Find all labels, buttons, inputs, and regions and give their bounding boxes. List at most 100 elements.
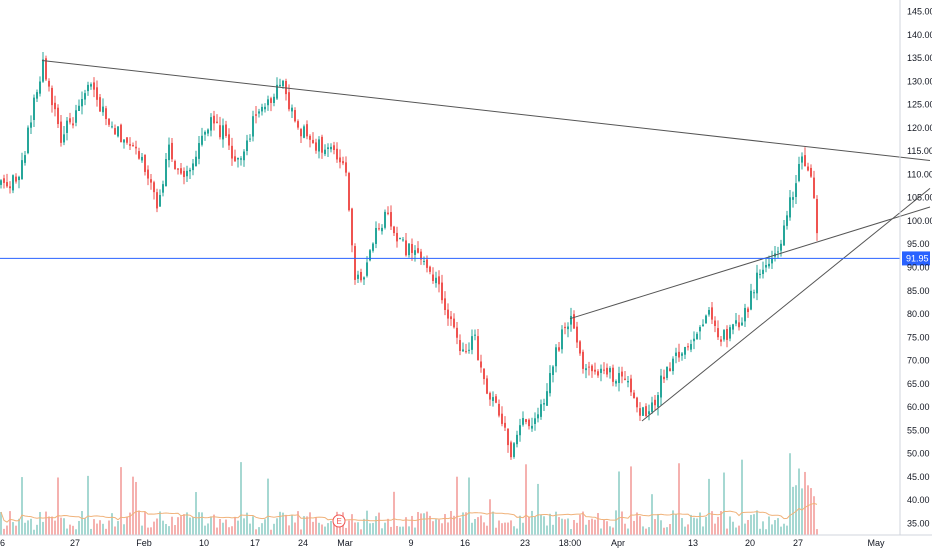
- volume-bar: [657, 513, 659, 535]
- candle-body: [210, 117, 212, 131]
- volume-bar: [666, 527, 668, 535]
- volume-bar: [405, 517, 407, 535]
- candle-body: [507, 428, 509, 446]
- candle-body: [156, 192, 158, 209]
- candle-body: [438, 276, 440, 285]
- candle-body: [252, 116, 254, 137]
- candle-body: [804, 155, 806, 167]
- volume-bar: [120, 467, 122, 535]
- volume-bar: [270, 529, 272, 535]
- candle-body: [750, 290, 752, 310]
- earnings-marker[interactable]: [332, 514, 346, 528]
- volume-bar: [546, 525, 548, 535]
- volume-bar: [675, 513, 677, 535]
- time-tick-label: 27: [793, 538, 803, 548]
- price-tag-label: 91.95: [906, 253, 929, 263]
- candle-body: [435, 277, 437, 284]
- candle-body: [711, 307, 713, 320]
- candle-body: [294, 110, 296, 122]
- candle-body: [246, 140, 248, 152]
- price-axis[interactable]: 35.00 40.00 45.00 50.00 55.00 60.00 65.00 70.00…: [899, 0, 932, 535]
- volume-bar: [558, 517, 560, 535]
- candle-body: [786, 215, 788, 226]
- volume-bar: [477, 517, 479, 535]
- candle-body: [63, 134, 65, 143]
- candle-body: [162, 184, 164, 193]
- candle-body: [276, 84, 278, 99]
- horizontal-line[interactable]: 91.95: [0, 251, 930, 266]
- candle-body: [624, 378, 626, 380]
- candle-body: [708, 310, 710, 315]
- volume-bar: [255, 529, 257, 535]
- candle-body: [672, 358, 674, 372]
- candle-body: [705, 315, 707, 324]
- time-axis[interactable]: 6 27 Feb 10 17 24 Mar 9 16 23 18:00 Apr 13 20 27 May: [0, 534, 932, 548]
- candle-body: [255, 114, 257, 116]
- trend-line[interactable]: [569, 206, 931, 320]
- candle-body: [387, 212, 389, 214]
- candle-body: [420, 251, 422, 260]
- candle-body: [765, 265, 767, 268]
- volume-bar: [711, 511, 713, 535]
- candle-body: [444, 298, 446, 310]
- volume-bar: [66, 528, 68, 535]
- volume-bar: [762, 521, 764, 535]
- volume-bar: [513, 526, 515, 535]
- volume-bar: [375, 516, 377, 535]
- volume-bar: [147, 527, 149, 535]
- volume-bar: [411, 515, 413, 535]
- trend-lines[interactable]: [41, 59, 931, 422]
- event-markers[interactable]: E: [332, 514, 346, 528]
- candle-body: [609, 368, 611, 373]
- volume-bar: [486, 525, 488, 535]
- volume-bar: [390, 526, 392, 535]
- volume-bar: [540, 514, 542, 535]
- volume-bar: [144, 512, 146, 535]
- candle-body: [474, 334, 476, 336]
- volume-bar: [537, 483, 539, 535]
- candle-body: [138, 151, 140, 159]
- candle-body: [657, 395, 659, 408]
- candle-body: [426, 259, 428, 268]
- time-tick-label: 13: [688, 538, 698, 548]
- volume-bar: [618, 471, 620, 535]
- volume-bar: [21, 477, 23, 535]
- volume-bar: [363, 518, 365, 535]
- volume-bar: [330, 520, 332, 535]
- volume-bar: [348, 520, 350, 535]
- candle-body: [66, 120, 68, 133]
- volume-bar: [438, 519, 440, 535]
- candle-body: [315, 142, 317, 151]
- trend-line[interactable]: [41, 59, 931, 161]
- volume-bar: [696, 518, 698, 535]
- volume-bar: [474, 519, 476, 535]
- candle-body: [45, 58, 47, 80]
- volume-bar: [669, 524, 671, 535]
- volume-bar: [531, 510, 533, 535]
- volume-bar: [87, 475, 89, 535]
- volume-bar: [213, 514, 215, 535]
- volume-bar: [810, 488, 812, 535]
- volume-bar: [627, 528, 629, 535]
- volume-bar: [591, 518, 593, 535]
- candle-body: [528, 419, 530, 427]
- candle-body: [273, 96, 275, 103]
- volume-bar: [414, 527, 416, 535]
- candle-body: [555, 347, 557, 367]
- volume-bar: [312, 521, 314, 535]
- volume-bar: [123, 524, 125, 535]
- candle-body: [780, 243, 782, 251]
- candle-body: [516, 434, 518, 445]
- volume-bar: [192, 517, 194, 535]
- candle-body: [231, 145, 233, 159]
- volume-bar: [243, 518, 245, 535]
- volume-bar: [567, 518, 569, 535]
- candle-body: [783, 225, 785, 246]
- trend-line[interactable]: [641, 188, 931, 422]
- volume-bar: [561, 518, 563, 535]
- volume-bar: [15, 525, 17, 535]
- volume-bar: [165, 523, 167, 535]
- candle-body: [357, 274, 359, 279]
- candle-body: [429, 266, 431, 272]
